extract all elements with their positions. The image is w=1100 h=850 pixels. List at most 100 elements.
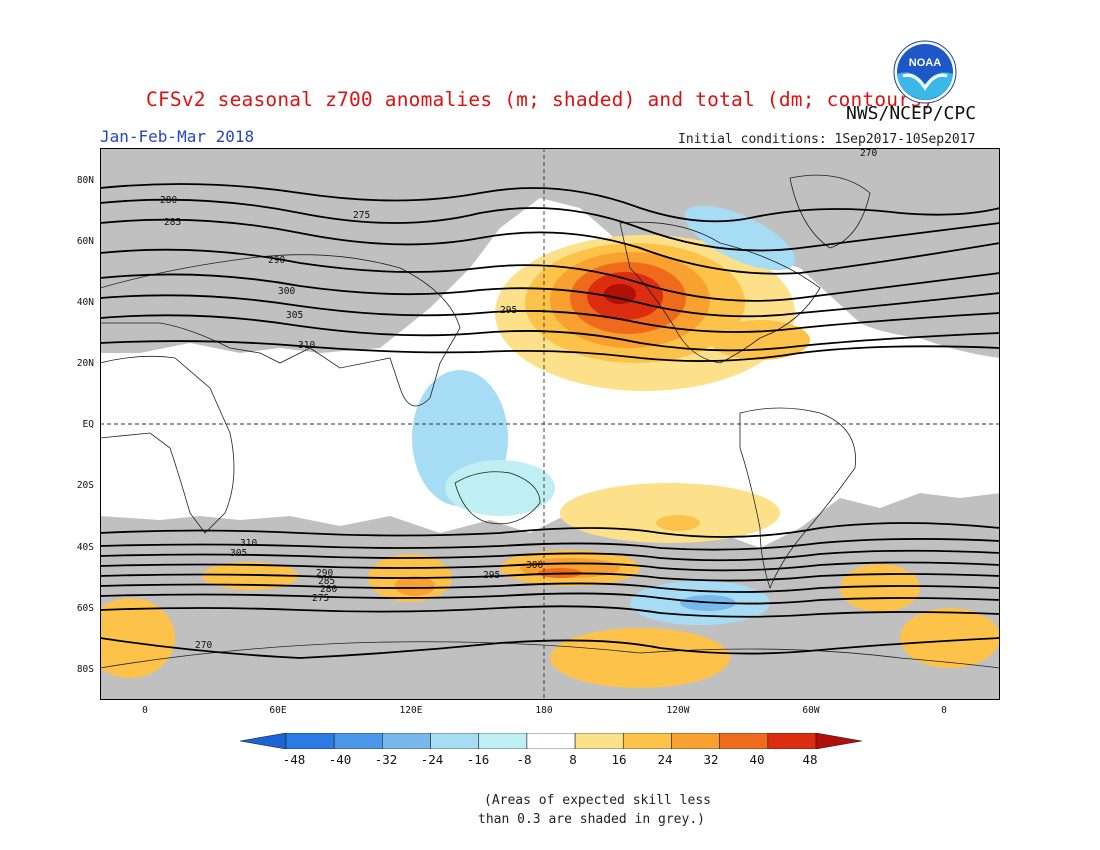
anomaly-ross-16 (550, 628, 730, 688)
lat-label-80n: 80N (76, 175, 94, 186)
contour-s300 (100, 549, 1000, 562)
lat-label-40s: 40S (76, 542, 94, 553)
anomaly-npacific-48 (604, 284, 636, 304)
lon-label-120e: 120E (399, 705, 423, 716)
lon-label-180: 180 (535, 705, 553, 716)
skill-note-line2: than 0.3 are shaded in grey.) (478, 812, 705, 827)
contour-s295 (100, 561, 1000, 572)
contour-n280 (100, 198, 1000, 252)
lat-label-eq: EQ (82, 419, 94, 430)
contour-label-s295: 295 (483, 570, 500, 581)
colorbar-tick-48: 48 (802, 752, 818, 767)
colorbar-cell (574, 733, 624, 749)
lat-label-20n: 20N (76, 358, 94, 369)
lat-label-60n: 60N (76, 236, 94, 247)
anomaly-atlantic-s-16 (202, 562, 298, 590)
initial-conditions-label: Initial conditions: 1Sep2017-10Sep2017 (678, 132, 976, 147)
lon-label-0: 0 (142, 705, 148, 716)
colorbar-cell (285, 733, 335, 749)
contour-label-s285: 285 (318, 576, 335, 587)
low-skill-regions (100, 148, 1000, 700)
height-contours (100, 183, 1000, 659)
lon-label-120w: 120W (666, 705, 690, 716)
contour-label-n285: 285 (164, 217, 181, 228)
lon-label-0-east: 0 (941, 705, 947, 716)
contour-label-s305: 305 (230, 548, 247, 559)
colorbar-cell (622, 733, 672, 749)
lat-label-60s: 60S (76, 603, 94, 614)
contour-label-n280: 280 (160, 195, 177, 206)
greenland-outline (789, 174, 871, 249)
colorbar-cell (478, 733, 528, 749)
map-frame (100, 148, 1000, 700)
anomaly-satlantic-16 (840, 564, 920, 612)
colorbar (240, 733, 862, 749)
colorbar-tick-m48: -48 (282, 752, 306, 767)
contour-label-n305: 305 (286, 310, 303, 321)
lat-label-80s: 80S (76, 664, 94, 675)
colorbar-tick-m40: -40 (328, 752, 352, 767)
contour-label-n270: 270 (860, 148, 877, 159)
skill-note-line1: (Areas of expected skill less (484, 793, 711, 808)
colorbar-tick-40: 40 (749, 752, 765, 767)
map-grid (100, 148, 1000, 700)
noaa-logo: NOAA (893, 40, 957, 104)
anomaly-se-16 (900, 608, 1000, 668)
contour-label-s300: 300 (526, 560, 543, 571)
anomaly-map: 270 275 280 285 290 295 300 305 310 310 … (100, 148, 1000, 700)
contour-s280 (100, 592, 1000, 605)
grey-region-north (100, 148, 1000, 358)
contour-n285 (100, 218, 1000, 275)
contour-s290 (100, 572, 1000, 582)
colorbar-cell (240, 733, 287, 749)
colorbar-tick-24: 24 (657, 752, 673, 767)
lat-label-20s: 20S (76, 480, 94, 491)
colorbar-tick-32: 32 (703, 752, 719, 767)
lon-label-60e: 60E (269, 705, 287, 716)
colorbar-tick-16: 16 (611, 752, 627, 767)
colorbar-tick-m24: -24 (420, 752, 444, 767)
lon-label-60w: 60W (802, 705, 820, 716)
chart-title: CFSv2 seasonal z700 anomalies (m; shaded… (146, 88, 935, 111)
colorbar-tick-m16: -16 (466, 752, 490, 767)
grey-region-south (100, 493, 1000, 700)
contour-label-n310: 310 (298, 340, 315, 351)
colorbar-tick-m8: -8 (516, 752, 532, 767)
contour-s310 (100, 522, 1000, 538)
contour-label-n275: 275 (353, 210, 370, 221)
contour-n300 (100, 294, 1000, 333)
logo-text: NOAA (909, 57, 941, 69)
contour-s275 (100, 605, 1000, 618)
contour-labels: 270 275 280 285 290 295 300 305 310 310 … (160, 148, 877, 651)
africa-outline (100, 355, 235, 534)
contour-s305 (100, 538, 1000, 551)
contour-label-s270: 270 (195, 640, 212, 651)
anomaly-spacific-16 (656, 515, 700, 531)
season-label: Jan-Feb-Mar 2018 (100, 127, 255, 146)
contour-n275 (100, 183, 1000, 223)
contour-label-s275: 275 (312, 593, 329, 604)
colorbar-cell (382, 733, 431, 749)
colorbar-cell (719, 733, 769, 749)
colorbar-tick-m32: -32 (374, 752, 398, 767)
contour-n290 (100, 248, 1000, 302)
contour-label-s290: 290 (316, 568, 333, 579)
contour-label-n300: 300 (278, 286, 295, 297)
colorbar-cell (815, 733, 862, 749)
colorbar-tick-8: 8 (569, 752, 577, 767)
anomaly-indian-24 (395, 576, 435, 596)
eurasia-outline (100, 254, 461, 407)
contour-n310 (100, 340, 1000, 362)
contour-n305 (100, 314, 1000, 352)
anomaly-australia-neg (445, 460, 555, 516)
contour-label-s310: 310 (240, 538, 257, 549)
contour-label-n290: 290 (268, 255, 285, 266)
lat-label-40n: 40N (76, 297, 94, 308)
antarctica-outline (100, 641, 1000, 669)
agency-label: NWS/NCEP/CPC (846, 103, 977, 124)
south-america-outline (739, 407, 856, 590)
anomaly-sw-16 (100, 598, 175, 678)
colorbar-cell (430, 733, 480, 749)
contour-label-n295: 295 (500, 305, 517, 316)
contour-s285 (100, 582, 1000, 593)
